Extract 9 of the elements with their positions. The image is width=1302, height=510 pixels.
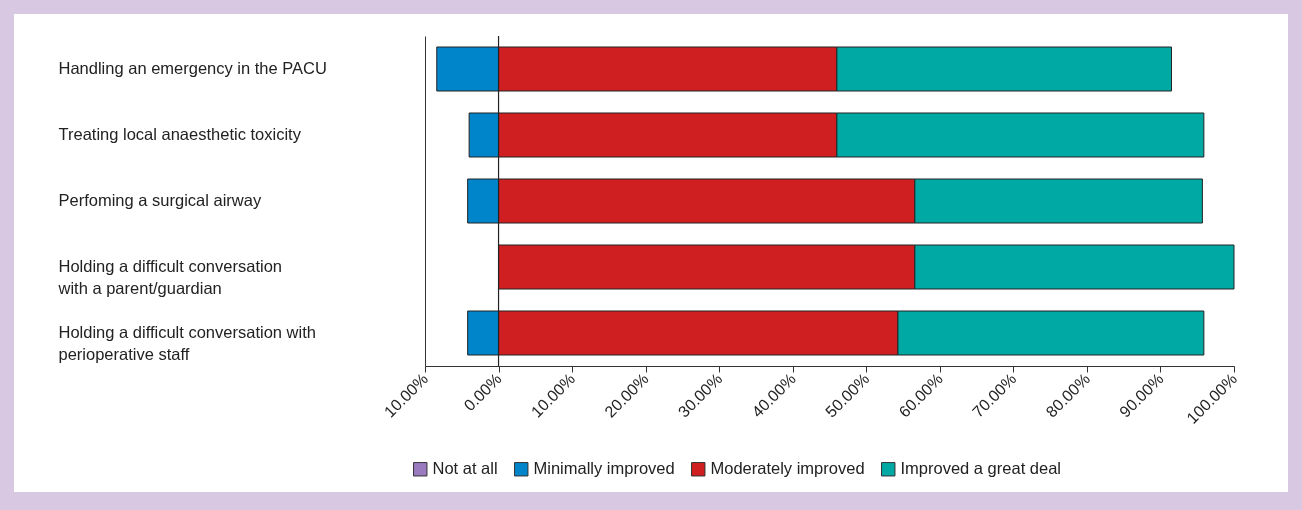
y-tick-label: Perfoming a surgical airway <box>58 191 262 209</box>
legend-label: Minimally improved <box>533 459 675 478</box>
legend-label: Not at all <box>432 459 498 478</box>
y-tick-label: Treating local anaesthetic toxicity <box>58 125 302 143</box>
legend-label: Moderately improved <box>710 459 865 478</box>
y-tick-label: Handling an emergency in the PACU <box>58 59 327 77</box>
y-tick-label: Holding a difficult conversation with a parent/guardian <box>57 257 282 297</box>
legend-label: Improved a great deal <box>900 459 1062 478</box>
y-tick-label: Holding a difficult conversation with perioperative staff <box>58 323 316 363</box>
